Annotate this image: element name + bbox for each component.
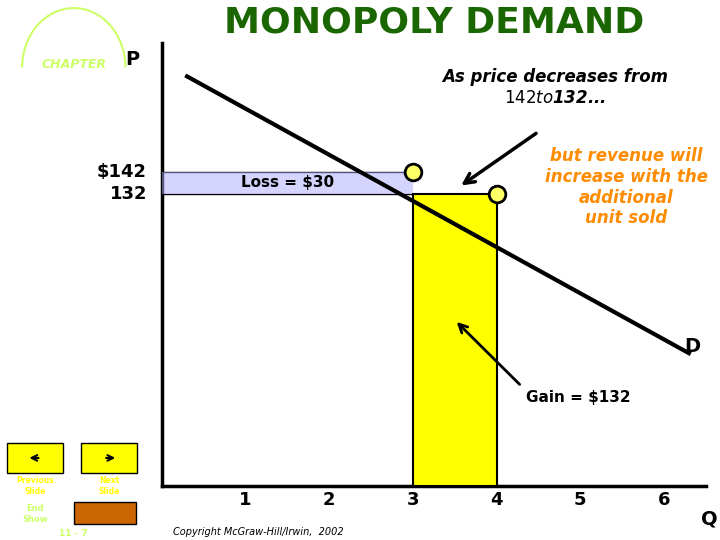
Text: $142: $142 [97, 163, 147, 180]
Text: Gain = $132: Gain = $132 [526, 390, 631, 405]
Text: End
Show: End Show [22, 504, 48, 524]
Text: Loss = $30: Loss = $30 [241, 175, 334, 190]
Text: The Natural
Monopoly Case: The Natural Monopoly Case [38, 212, 109, 231]
Bar [73, 502, 136, 524]
Text: Previous
Slide: Previous Slide [17, 476, 54, 496]
Text: Monopoly Revenues
& Costs: Monopoly Revenues & Costs [27, 274, 121, 293]
Text: 11 - 7: 11 - 7 [59, 529, 89, 538]
Text: Copyright McGraw-Hill/Irwin,  2002: Copyright McGraw-Hill/Irwin, 2002 [173, 527, 343, 537]
Text: P: P [126, 50, 140, 69]
Text: Monopoly Examples: Monopoly Examples [27, 160, 121, 169]
Text: CHAPTER: CHAPTER [41, 58, 107, 71]
Bar [7, 443, 63, 472]
Text: Output & Price
Discrimination: Output & Price Discrimination [39, 306, 109, 326]
Text: 132: 132 [109, 185, 147, 202]
Text: Price Discrimination: Price Discrimination [26, 374, 122, 382]
Text: Barriers to Entry: Barriers to Entry [34, 186, 114, 194]
Text: Next
Slide: Next Slide [99, 476, 120, 496]
Text: D: D [685, 337, 701, 356]
Text: Four Market Models: Four Market Models [27, 133, 121, 142]
Text: but revenue will
increase with the
additional
unit sold: but revenue will increase with the addit… [544, 147, 708, 227]
Bar [413, 194, 497, 486]
Text: Monopoly Demand: Monopoly Demand [30, 247, 118, 255]
Title: MONOPOLY DEMAND: MONOPOLY DEMAND [224, 5, 644, 39]
Text: As price decreases from
$142 to $132...: As price decreases from $142 to $132... [442, 68, 668, 107]
Bar [162, 172, 413, 194]
Text: Key Terms: Key Terms [50, 427, 98, 435]
Text: Regulated Monopoly: Regulated Monopoly [25, 401, 122, 409]
Text: Inefficiency of Pure
Monopoly: Inefficiency of Pure Monopoly [27, 339, 120, 358]
Bar [81, 443, 138, 472]
Text: Q: Q [701, 510, 718, 529]
